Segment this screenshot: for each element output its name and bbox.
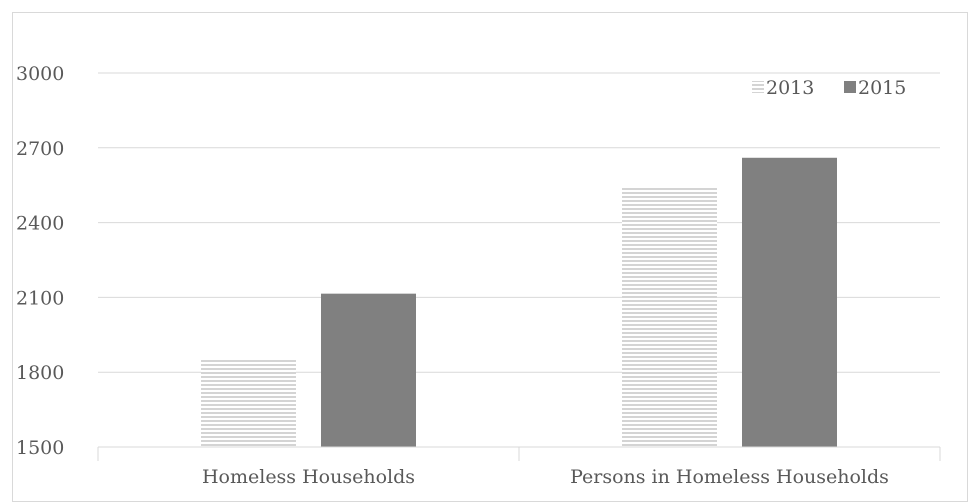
y-tick-label: 1800 [16,362,64,384]
y-axis-ticks: 1500 1800 2100 2400 2700 3000 [16,63,64,459]
bars [201,157,837,448]
x-axis [97,446,941,461]
y-tick-label: 2400 [16,213,64,235]
legend-swatch-2013 [752,81,764,93]
legend-label-2013: 2013 [766,77,814,99]
category-labels: Homeless Households Persons in Homeless H… [202,466,889,485]
x-category-label: Persons in Homeless Households [570,466,889,485]
y-tick-label: 2700 [16,138,64,160]
bar-2015-households [321,293,416,447]
bar-2013-persons [622,187,717,447]
bar-chart: 1500 1800 2100 2400 2700 3000 Homeless Househ… [16,63,941,485]
y-tick-label: 3000 [16,63,64,85]
bar-2013-households [201,359,296,447]
y-tick-label: 2100 [16,287,64,309]
x-category-label: Homeless Households [202,466,415,485]
legend: 2013 2015 [752,77,906,99]
bar-2015-persons [742,157,837,448]
legend-label-2015: 2015 [858,77,906,99]
legend-swatch-2015 [844,81,856,93]
y-tick-label: 1500 [16,437,64,459]
